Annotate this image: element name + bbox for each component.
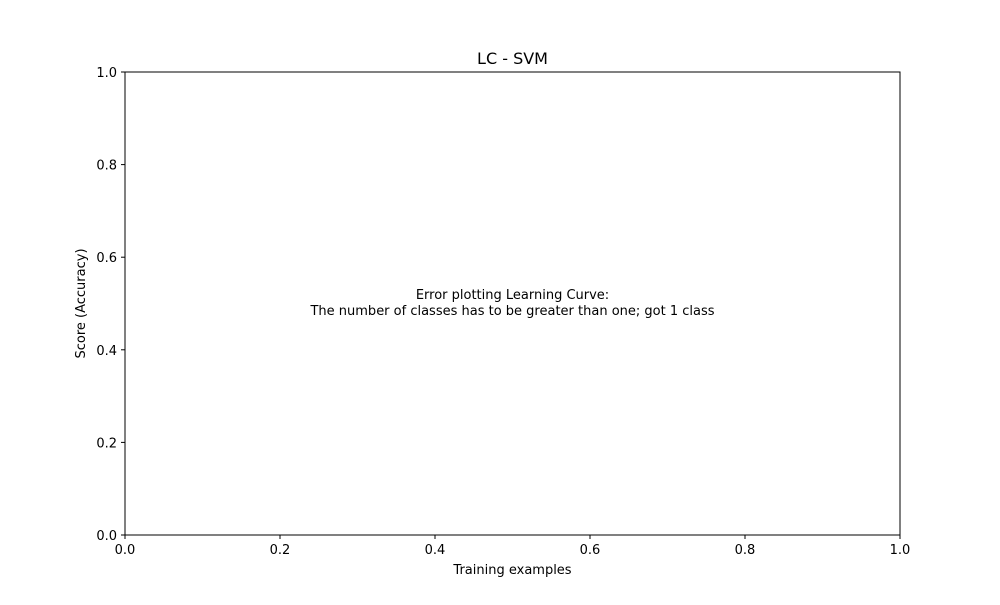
y-tick-label: 0.6 [96, 251, 117, 266]
y-axis-ticks: 0.0 0.2 0.4 0.6 0.8 1.0 [96, 66, 125, 544]
y-tick-label: 0.2 [96, 436, 117, 451]
x-tick-label: 0.6 [580, 543, 601, 558]
axes-frame [124, 71, 901, 536]
y-axis-label: Score (Accuracy) [74, 248, 89, 358]
plot-area: 0.0 0.2 0.4 0.6 0.8 1.0 0.0 0.2 0.4 0.6 0.8 1.0 [96, 66, 910, 558]
chart-title: LC - SVM [477, 49, 548, 68]
y-tick-label: 0.8 [96, 159, 117, 174]
y-tick-label: 0.4 [96, 344, 117, 359]
x-tick-label: 0.2 [270, 543, 291, 558]
x-axis-ticks: 0.0 0.2 0.4 0.6 0.8 1.0 [115, 535, 911, 558]
x-axis-label: Training examples [452, 563, 571, 578]
y-tick-label: 0.0 [96, 529, 117, 544]
x-tick-label: 1.0 [890, 543, 911, 558]
x-tick-label: 0.4 [425, 543, 446, 558]
error-message-line-2: The number of classes has to be greater … [309, 304, 714, 319]
x-tick-label: 0.8 [735, 543, 756, 558]
error-message-line-1: Error plotting Learning Curve: [416, 288, 609, 303]
x-tick-label: 0.0 [115, 543, 136, 558]
y-tick-label: 1.0 [96, 66, 117, 81]
